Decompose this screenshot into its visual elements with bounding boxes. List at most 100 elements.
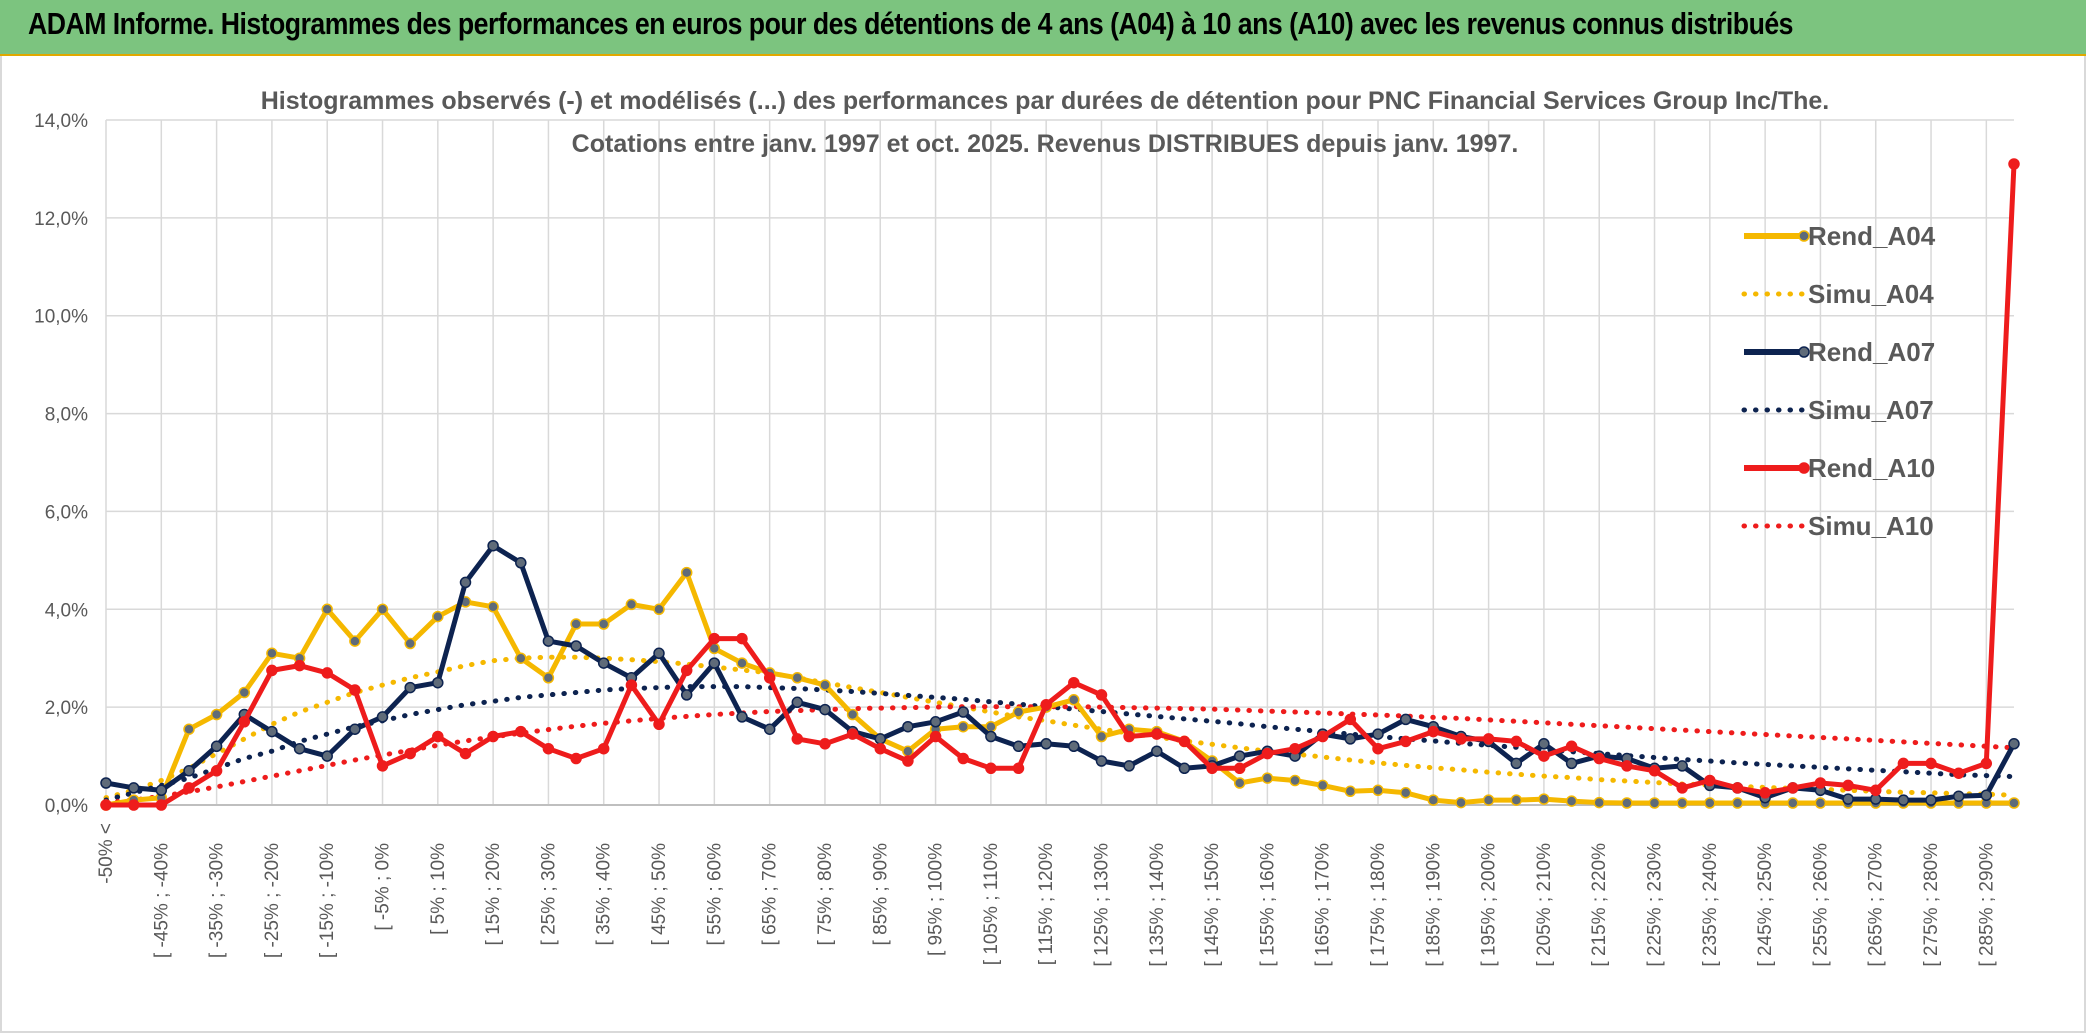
x-tick-label: [ 85% ; 90%	[870, 843, 891, 946]
series-line	[103, 684, 2017, 803]
data-point	[321, 667, 333, 679]
data-point	[1068, 694, 1080, 706]
data-point	[1510, 757, 1523, 770]
data-point	[1427, 725, 1440, 738]
data-point	[1178, 762, 1191, 775]
y-axis: 0,0% 2,0% 4,0% 6,0% 8,0% 10,0% 12,0% 14,0%	[34, 111, 88, 817]
data-point	[459, 576, 472, 589]
data-point	[1372, 728, 1384, 740]
data-point	[985, 762, 997, 775]
data-point	[929, 716, 942, 728]
legend-label: Simu_A10	[1808, 511, 1934, 541]
data-point	[1316, 730, 1329, 743]
data-point	[155, 784, 168, 797]
data-point	[1316, 779, 1329, 792]
y-tick-label: 4,0%	[45, 600, 88, 621]
data-point	[515, 725, 527, 738]
data-point	[957, 706, 969, 718]
x-tick-label: [ -45% ; -40%	[151, 843, 172, 958]
plot-area	[100, 158, 2020, 811]
data-point	[1233, 750, 1246, 762]
data-point	[376, 603, 389, 616]
x-tick-label: [ 165% ; 170%	[1313, 843, 1334, 967]
data-point	[515, 652, 527, 664]
data-point	[1593, 796, 1605, 809]
data-point	[1869, 784, 1882, 797]
x-tick-label: [ 175% ; 180%	[1368, 843, 1389, 967]
data-point	[183, 765, 195, 777]
data-point	[570, 752, 582, 765]
data-point	[1593, 752, 1605, 765]
data-point	[902, 720, 914, 733]
legend-item-rend-a04: Rend_A04	[1744, 221, 1936, 251]
data-point	[570, 640, 582, 652]
data-point	[736, 632, 748, 645]
data-point	[708, 657, 721, 669]
x-tick-label: [ 225% ; 230%	[1645, 843, 1666, 967]
data-point	[1455, 733, 1467, 745]
data-point	[846, 728, 859, 740]
data-point	[238, 686, 251, 699]
data-point	[1399, 787, 1412, 799]
x-tick-label: [ -15% ; -10%	[317, 843, 338, 958]
data-point	[321, 750, 333, 762]
data-point	[1482, 733, 1495, 745]
data-point	[542, 672, 555, 684]
data-point	[791, 672, 804, 684]
data-point	[1731, 782, 1744, 794]
x-tick-label: [ 215% ; 220%	[1589, 843, 1610, 967]
data-point	[459, 747, 472, 760]
data-point	[653, 603, 665, 616]
x-tick-label: [ 15% ; 20%	[483, 843, 504, 946]
x-tick-label: [ 95% ; 100%	[926, 843, 947, 956]
data-point	[515, 557, 527, 569]
data-point	[763, 672, 776, 684]
data-point	[1731, 797, 1744, 809]
data-point	[1980, 789, 1993, 801]
chart-legend: Rend_A04 Simu_A04 Rend_A07 Simu_A07 Rend_A10…	[1741, 221, 1936, 541]
data-point	[597, 657, 610, 669]
legend-item-simu-a04: Simu_A04	[1741, 279, 1934, 309]
data-point	[1372, 742, 1384, 755]
legend-item-rend-a07: Rend_A07	[1744, 337, 1935, 367]
data-point	[1897, 757, 1910, 770]
data-point	[1289, 742, 1301, 755]
data-point	[1510, 735, 1523, 748]
data-point	[819, 679, 831, 691]
data-point	[1814, 777, 1827, 789]
y-tick-label: 6,0%	[45, 502, 88, 523]
data-point	[1510, 794, 1523, 806]
legend-label: Rend_A04	[1808, 221, 1936, 251]
legend-item-simu-a07: Simu_A07	[1741, 395, 1934, 425]
data-point	[1095, 689, 1108, 701]
data-point	[321, 603, 333, 616]
legend-label: Simu_A07	[1808, 395, 1934, 425]
data-point	[432, 676, 444, 689]
data-point	[597, 618, 610, 630]
data-point	[1648, 765, 1661, 777]
report-title: ADAM Informe. Histogrammes des performan…	[28, 6, 1793, 41]
data-point	[846, 708, 859, 721]
data-point	[1565, 757, 1578, 770]
series-rend-a04	[100, 566, 2020, 811]
data-point	[1842, 779, 1854, 792]
data-point	[349, 723, 361, 735]
data-point	[1538, 750, 1550, 762]
x-tick-label: -50% <	[96, 823, 117, 884]
chart-subtitle-line-1: Histogrammes observés (-) et modélisés (…	[261, 87, 1829, 115]
x-tick-label: [ 75% ; 80%	[815, 843, 836, 946]
data-point	[1261, 772, 1274, 784]
x-tick-label: [ 55% ; 60%	[704, 843, 725, 946]
data-point	[819, 703, 831, 716]
x-tick-label: [ -5% ; 0%	[373, 843, 394, 931]
series-line	[105, 570, 2014, 808]
data-point	[210, 765, 223, 777]
data-point	[100, 799, 112, 811]
legend-marker	[1798, 346, 1810, 358]
data-point	[1704, 774, 1716, 787]
data-point	[2008, 797, 2020, 809]
data-point	[127, 799, 140, 811]
x-tick-label: [ 255% ; 260%	[1810, 843, 1831, 967]
data-point	[1676, 782, 1688, 794]
data-point	[542, 742, 555, 755]
